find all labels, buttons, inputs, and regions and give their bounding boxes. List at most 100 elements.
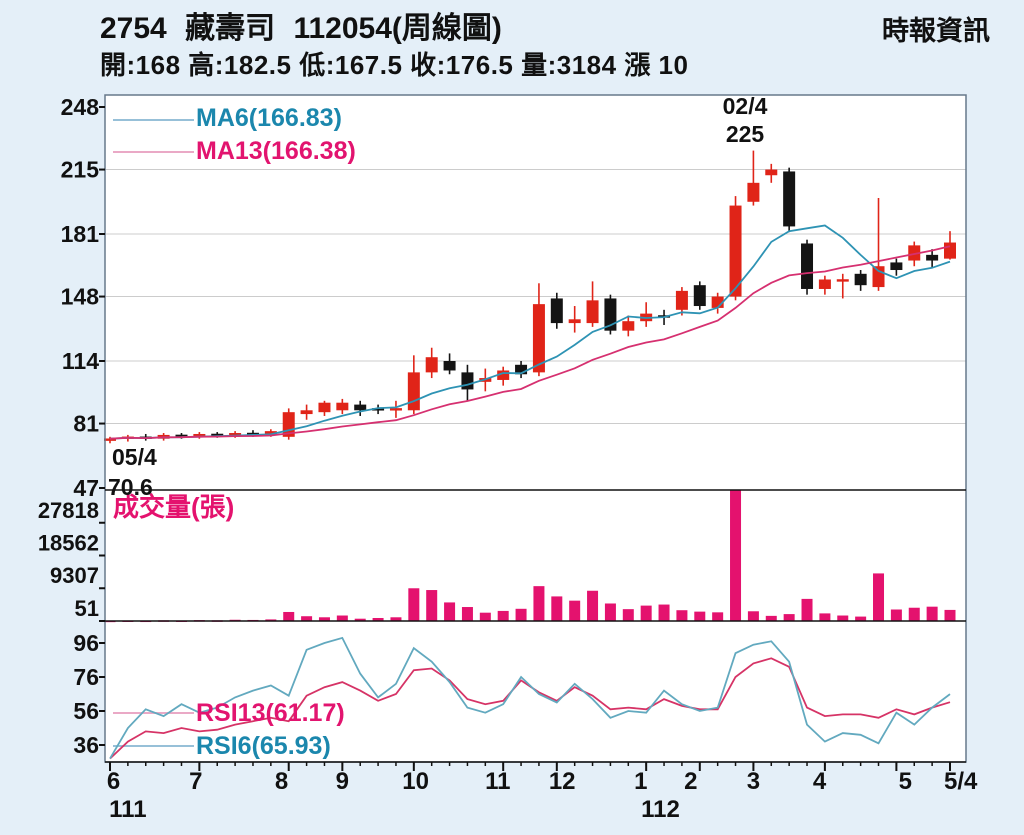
volume-bar xyxy=(944,609,956,621)
volume-bar xyxy=(926,606,938,621)
candle-body xyxy=(675,290,688,310)
rsi-axis-label: 76 xyxy=(73,664,99,690)
period-low-date: 05/4 xyxy=(112,444,157,470)
candle-body xyxy=(783,171,796,227)
stock-id: 2754 xyxy=(100,12,167,45)
candle-body xyxy=(389,408,402,411)
volume-bar xyxy=(372,617,384,621)
candle-body xyxy=(461,372,474,390)
candle-body xyxy=(854,273,867,286)
rsi-axis-label: 56 xyxy=(73,698,99,724)
candle-body xyxy=(729,205,742,297)
volume-bar xyxy=(265,619,277,621)
month-label: 12 xyxy=(549,768,576,795)
volume-bar xyxy=(604,603,616,621)
candle-body xyxy=(354,404,367,411)
price-axis-label: 47 xyxy=(73,475,99,501)
volume-bar xyxy=(873,573,885,621)
ohlc-quote-line: 開:168 高:182.5 低:167.5 收:176.5 量:3184 漲 1… xyxy=(100,50,689,80)
candle-body xyxy=(872,266,885,288)
volume-bar xyxy=(747,611,759,621)
legend-rsi6: RSI6(65.93) xyxy=(196,732,331,760)
volume-bar xyxy=(712,612,724,621)
ma6-line xyxy=(109,224,951,440)
plot-background xyxy=(105,95,966,762)
volume-bar xyxy=(676,610,688,621)
candle-body xyxy=(568,319,581,324)
rsi6-line xyxy=(109,636,951,760)
volume-bar xyxy=(694,611,706,621)
candle-body xyxy=(747,182,760,202)
candle-body xyxy=(229,433,242,436)
volume-bar xyxy=(908,607,920,621)
candle-body xyxy=(300,410,313,415)
candle-body xyxy=(926,254,939,261)
legend-ma13: MA13(166.38) xyxy=(196,137,356,165)
volume-bar xyxy=(533,586,545,621)
volume-bar xyxy=(801,598,813,621)
rsi-axis-label: 96 xyxy=(73,630,99,656)
candle-body xyxy=(693,285,706,307)
volume-axis-label: 51 xyxy=(75,596,99,621)
ma13-line xyxy=(109,245,951,440)
period-high-date: 02/4 xyxy=(722,93,768,119)
volume-bar xyxy=(515,608,527,621)
candle-body xyxy=(425,357,438,373)
volume-bar xyxy=(855,616,867,621)
candle-body xyxy=(908,245,921,261)
volume-panel-label: 成交量(張) xyxy=(113,492,235,522)
volume-bar xyxy=(640,605,652,621)
rsi-axis-label: 36 xyxy=(73,732,99,758)
volume-bar xyxy=(783,614,795,621)
volume-bar xyxy=(730,490,742,621)
volume-bar xyxy=(283,611,295,621)
candle-body xyxy=(264,431,277,435)
candle-body xyxy=(711,296,724,308)
year-label: 111 xyxy=(109,796,146,823)
volume-bar xyxy=(461,607,473,621)
month-label: 9 xyxy=(336,768,349,795)
volume-bar xyxy=(765,615,777,621)
candle-body xyxy=(944,242,956,259)
month-label: 1 xyxy=(634,768,647,795)
candle-body xyxy=(246,432,259,436)
candle-body xyxy=(586,300,599,324)
candle-body xyxy=(372,408,385,411)
month-label: 3 xyxy=(747,768,760,795)
candle-body xyxy=(890,262,903,271)
candle-body xyxy=(801,243,814,289)
candle-body xyxy=(836,279,849,282)
volume-bar xyxy=(569,600,581,621)
volume-bar xyxy=(479,612,491,621)
month-label: 4 xyxy=(813,768,827,795)
month-label: 11 xyxy=(485,768,510,795)
volume-bar xyxy=(408,588,420,621)
volume-bar xyxy=(336,615,348,621)
price-axis-label: 114 xyxy=(62,348,99,374)
candle-body xyxy=(443,361,456,371)
volume-bar xyxy=(890,609,902,621)
candle-body xyxy=(104,438,116,441)
candle-body xyxy=(211,433,224,437)
candle-body xyxy=(336,402,349,411)
period-low-value: 70.6 xyxy=(108,474,153,500)
volume-bar xyxy=(426,590,438,621)
candle-body xyxy=(497,370,510,380)
volume-bar xyxy=(658,604,670,621)
price-axis-label: 215 xyxy=(61,157,100,183)
month-label: 5 xyxy=(899,768,912,795)
volume-bar xyxy=(301,616,313,621)
volume-bar xyxy=(837,615,849,621)
candle-body xyxy=(318,402,331,413)
volume-bar xyxy=(622,609,634,621)
volume-bar xyxy=(354,618,366,621)
chart-code: 112054(周線圖) xyxy=(293,12,502,45)
legend-ma6: MA6(166.83) xyxy=(196,104,342,132)
volume-bar xyxy=(318,617,330,621)
month-label: 2 xyxy=(684,768,697,795)
month-label: 6 xyxy=(107,768,120,795)
page-title: 2754 藏壽司 112054(周線圖) xyxy=(100,13,512,45)
candle-body xyxy=(622,321,635,331)
period-high-value: 225 xyxy=(725,121,765,147)
